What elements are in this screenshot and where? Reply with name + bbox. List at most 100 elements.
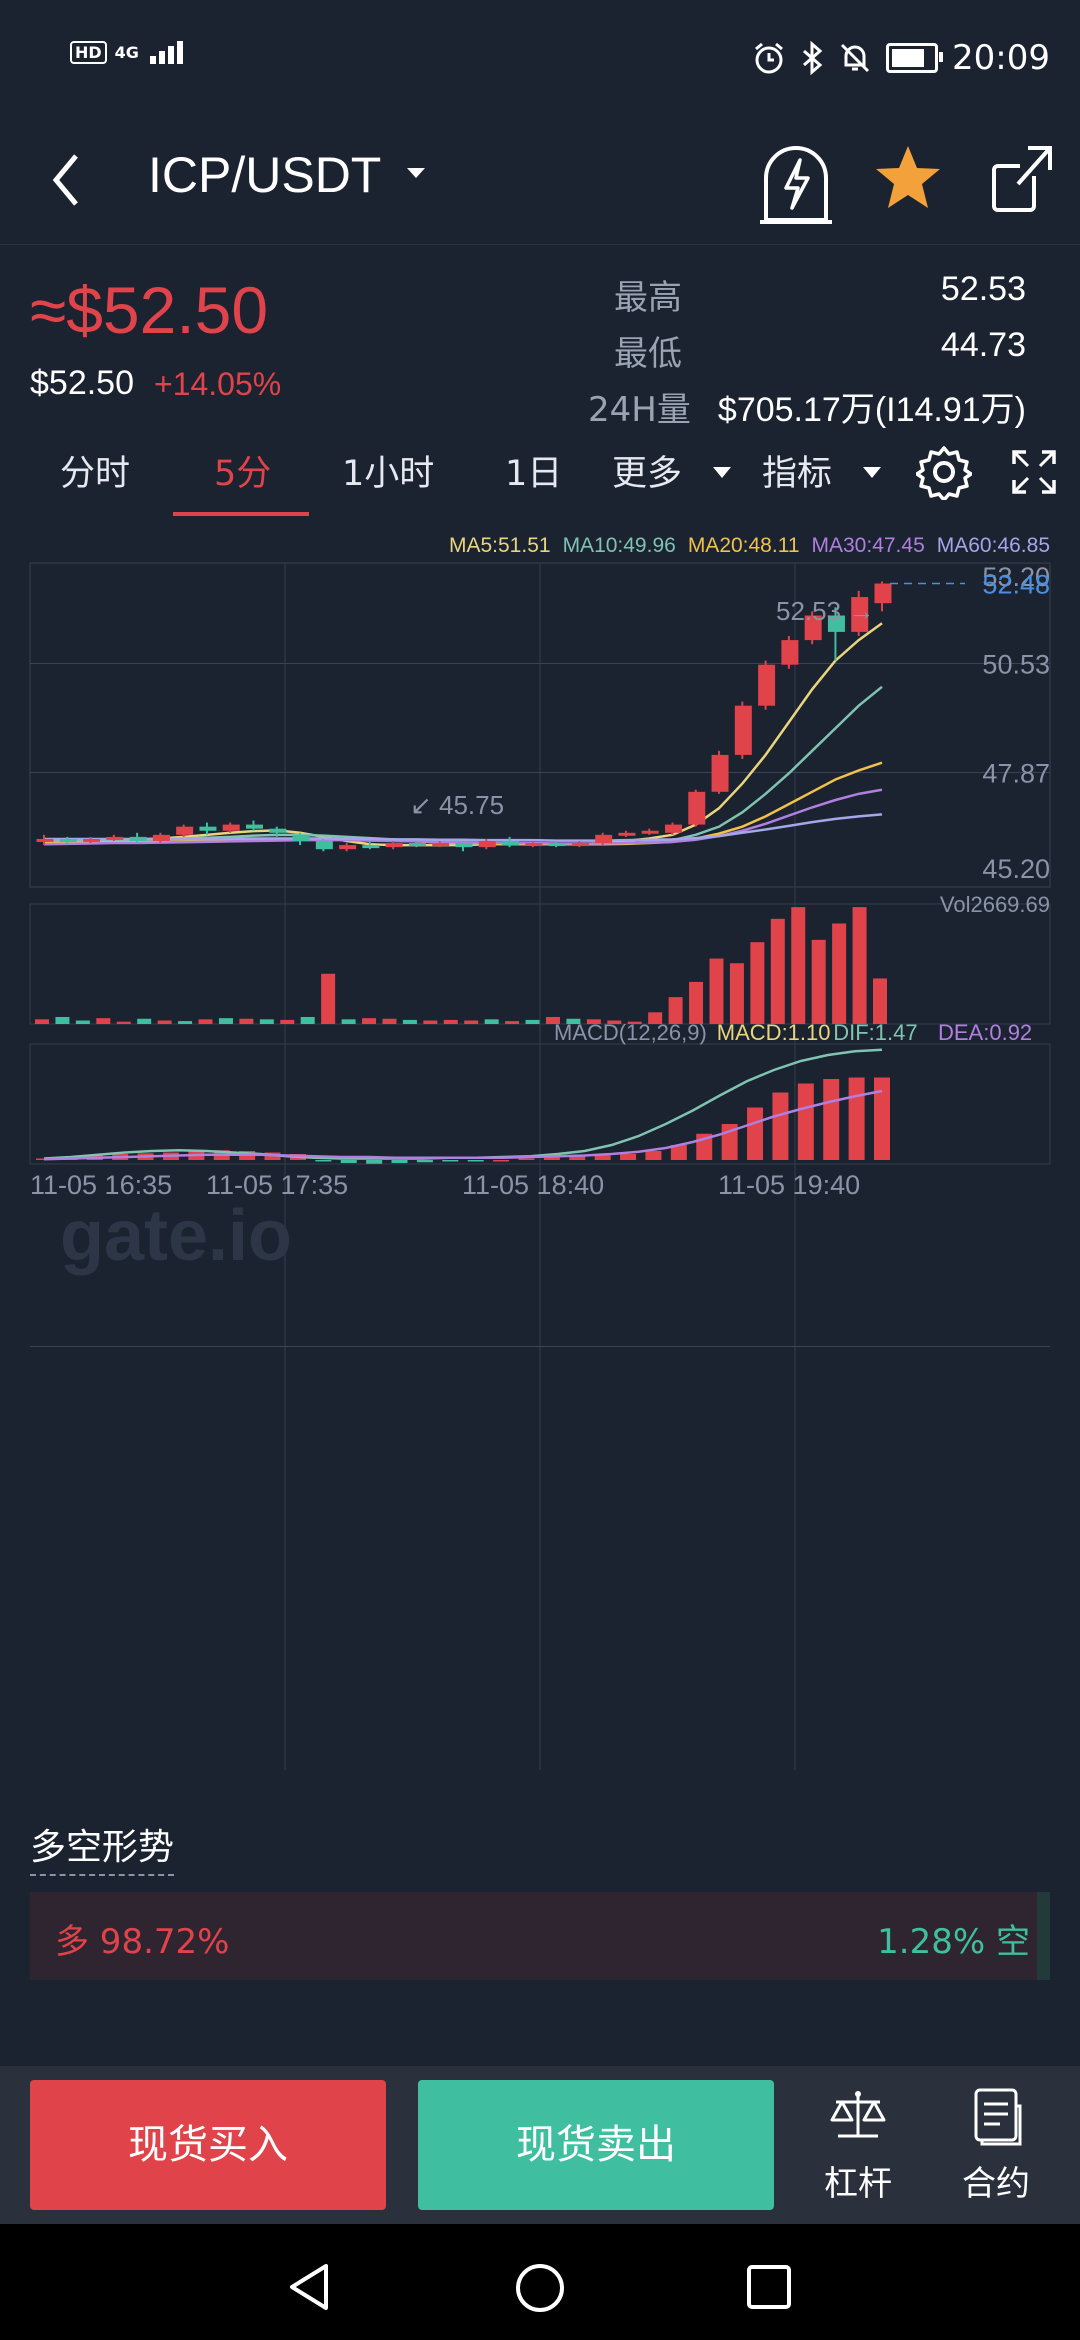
macd-panel: MACD(12,26,9) MACD:1.10 DIF:1.47 DEA:0.92 xyxy=(29,1020,1051,1165)
candle xyxy=(827,615,845,632)
candle xyxy=(83,838,101,842)
volume-bar xyxy=(627,1021,642,1024)
volume-bar xyxy=(157,1020,172,1024)
macd-hist-bar xyxy=(620,1154,637,1160)
candle xyxy=(36,838,54,842)
volume-bar xyxy=(423,1020,438,1024)
indicators-caret-icon[interactable] xyxy=(862,466,882,480)
macd-legend-3: DEA:0.92 xyxy=(938,1020,1032,1045)
back-icon[interactable] xyxy=(40,140,100,220)
candle xyxy=(595,834,613,844)
candle xyxy=(362,845,380,849)
dea-line xyxy=(43,1089,883,1161)
pair-selector[interactable]: ICP/USDT xyxy=(148,147,382,203)
volume-bar xyxy=(321,973,336,1024)
volume-bar xyxy=(525,1019,540,1024)
macd-hist-bar xyxy=(340,1160,357,1163)
tab-more[interactable]: 更多 xyxy=(612,454,683,494)
ma5-label: MA5:51.51 xyxy=(448,534,551,557)
low-label: 最低 xyxy=(614,334,682,374)
volume-bar xyxy=(729,963,744,1024)
spot-sell-button[interactable]: 现货卖出 xyxy=(418,2080,774,2210)
signal-icon xyxy=(147,40,183,64)
leverage-button[interactable]: 杠杆 xyxy=(808,2086,908,2206)
tab-5min[interactable]: 5分 xyxy=(214,454,272,494)
tab-indicators[interactable]: 指标 xyxy=(762,454,833,494)
macd-hist-bar xyxy=(391,1160,408,1163)
fullscreen-icon[interactable] xyxy=(1010,448,1058,496)
candle xyxy=(106,836,124,840)
volume-bar xyxy=(259,1019,274,1024)
candle xyxy=(478,841,496,848)
candle xyxy=(665,824,682,833)
usd-price: $52.50 xyxy=(30,364,134,402)
price-tick-2: 47.87 xyxy=(982,759,1050,789)
candle xyxy=(432,843,450,847)
volume-bar xyxy=(55,1016,70,1024)
volume-bar xyxy=(280,1019,295,1024)
macd-hist-bar xyxy=(797,1083,814,1160)
volume-bar xyxy=(566,1018,581,1024)
price-tick-3: 45.20 xyxy=(982,854,1050,884)
spot-buy-button[interactable]: 现货买入 xyxy=(30,2080,386,2210)
volume-bar xyxy=(178,1021,193,1024)
bluetooth-icon xyxy=(803,41,823,75)
last-price: ≈$52.50 xyxy=(30,273,269,347)
short-ratio: 1.28% 空 xyxy=(877,1922,1030,1962)
candle xyxy=(176,826,194,835)
volume-frame xyxy=(29,903,1051,1025)
ma20-label: MA20:48.11 xyxy=(687,534,800,557)
tab-1hour[interactable]: 1小时 xyxy=(342,454,435,494)
volume-bar xyxy=(443,1019,458,1024)
candle xyxy=(548,843,566,847)
tab-1day[interactable]: 1日 xyxy=(505,454,563,494)
macd-hist-bar xyxy=(442,1160,459,1162)
candle xyxy=(315,841,333,850)
scale-icon xyxy=(830,2091,886,2138)
caret-down-icon[interactable] xyxy=(405,166,427,182)
candle xyxy=(734,705,752,755)
candle xyxy=(758,664,776,706)
contract-button[interactable]: 合约 xyxy=(946,2086,1046,2206)
candles xyxy=(36,581,892,852)
settings-gear-icon[interactable] xyxy=(916,444,972,500)
more-caret-icon[interactable] xyxy=(712,466,732,480)
candle xyxy=(874,583,892,604)
price-axis: 53.20 50.53 47.87 45.20 52.48 52.53 → ↙ 45.75 xyxy=(410,562,1050,884)
volume-value: $705.17万(I14.91万) xyxy=(717,391,1026,429)
favorite-star-icon[interactable] xyxy=(872,142,944,214)
price-alert-icon[interactable] xyxy=(756,136,836,228)
high-value: 52.53 xyxy=(940,270,1026,308)
volume-bar xyxy=(873,978,887,1024)
macd-hist-bar xyxy=(518,1158,535,1160)
kline-chart[interactable]: gate.io 53.20 50.53 47.87 45.20 52.48 52.53 →… xyxy=(0,560,1080,1770)
volume-bar xyxy=(362,1018,377,1024)
ma-line-ma60 xyxy=(44,813,883,842)
max-price-label: 52.53 → xyxy=(776,596,874,626)
volume-bar xyxy=(137,1018,152,1024)
volume-bar xyxy=(75,1020,90,1024)
long-short-title[interactable]: 多空形势 xyxy=(30,1818,175,1876)
status-right: 20:09 xyxy=(752,38,1050,78)
price-change: +14.05% xyxy=(154,366,282,402)
macd-hist-bar xyxy=(594,1155,611,1160)
leverage-label: 杠杆 xyxy=(824,2164,892,2204)
macd-hist-bar xyxy=(670,1145,687,1160)
nav-recent-icon[interactable] xyxy=(746,2264,792,2310)
battery-icon xyxy=(886,43,944,73)
tab-timeline[interactable]: 分时 xyxy=(60,454,131,494)
hd-badge: HD xyxy=(70,40,107,64)
volume-bar xyxy=(545,1016,560,1024)
long-ratio: 多 98.72% xyxy=(55,1922,230,1962)
app-header: ICP/USDT xyxy=(0,124,1080,245)
macd-hist-bar xyxy=(569,1156,586,1160)
share-icon[interactable] xyxy=(988,140,1058,216)
nav-home-icon[interactable] xyxy=(514,2262,566,2314)
nav-back-icon[interactable] xyxy=(286,2262,332,2312)
network-label: 4G xyxy=(114,42,139,62)
macd-hist-bar xyxy=(493,1160,510,1162)
volume-bar xyxy=(832,923,847,1024)
macd-hist-bar xyxy=(874,1077,890,1160)
volume-bar xyxy=(852,907,867,1024)
candle xyxy=(641,830,659,834)
